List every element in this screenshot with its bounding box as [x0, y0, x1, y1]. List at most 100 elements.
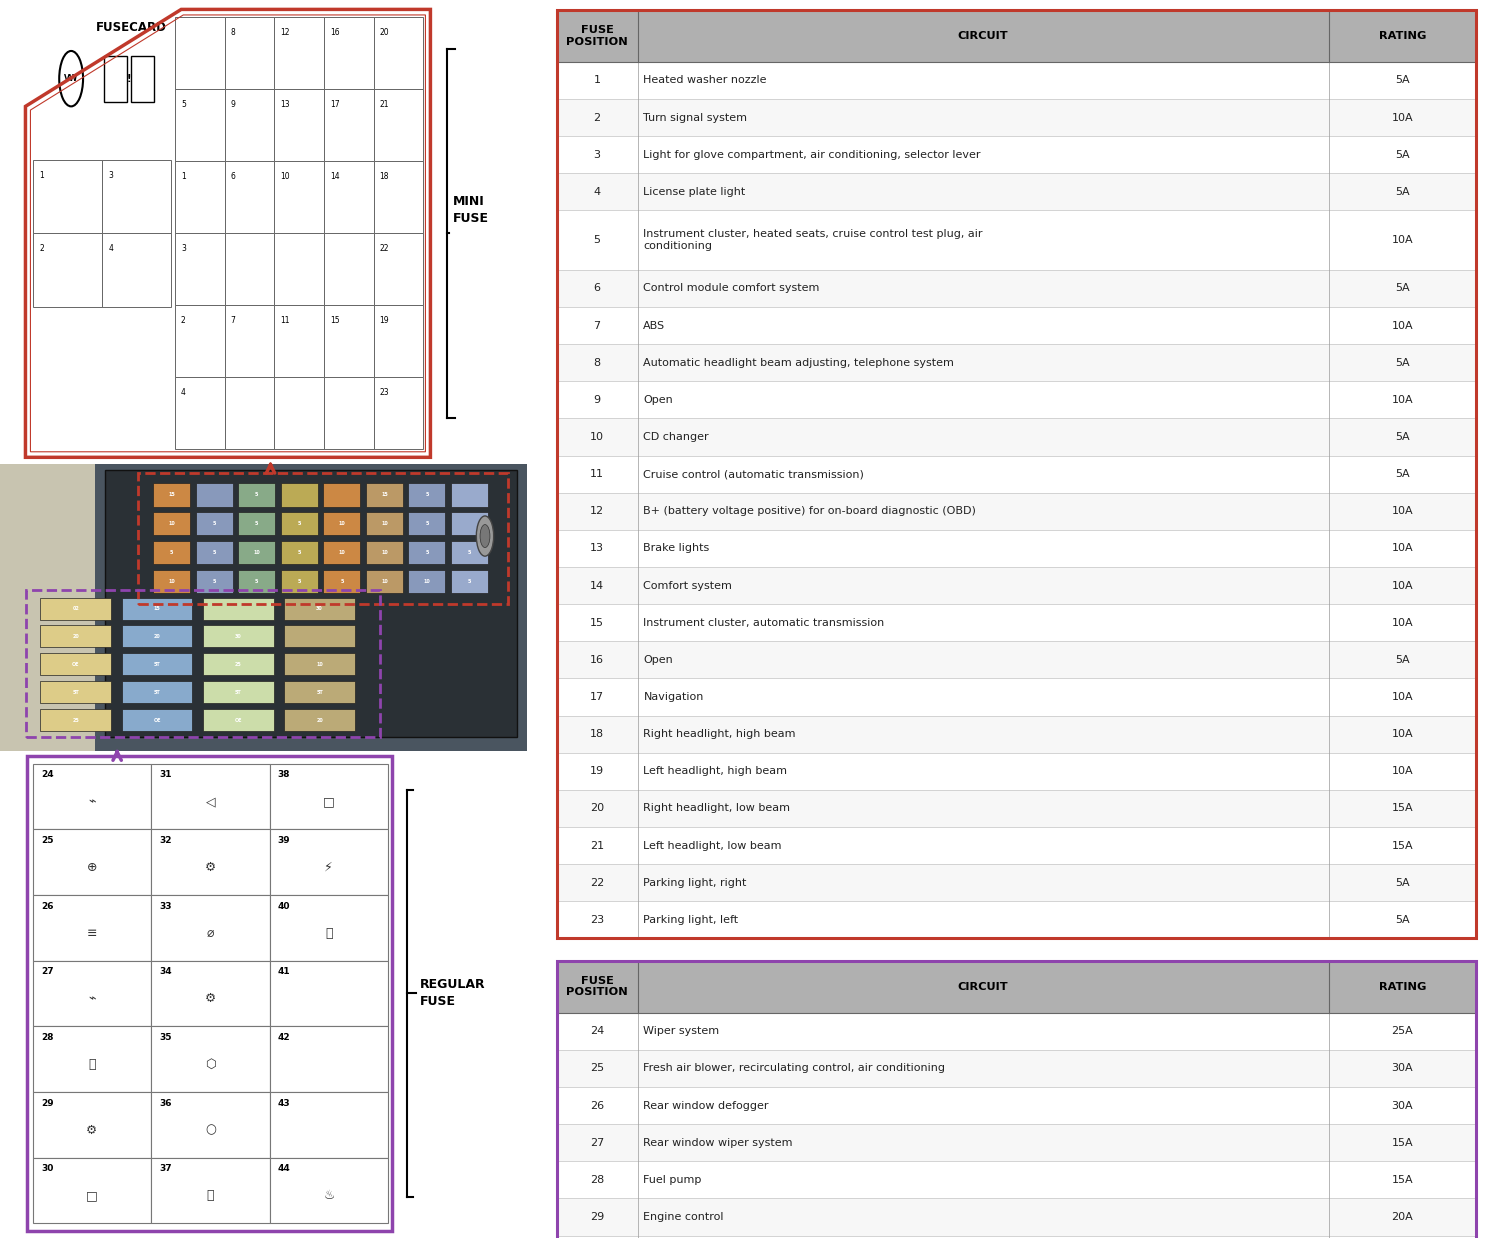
Bar: [324, 89, 374, 161]
Text: 15A: 15A: [1392, 1175, 1413, 1185]
Bar: [195, 541, 232, 565]
Text: 5: 5: [426, 521, 429, 526]
Text: 34: 34: [159, 967, 172, 977]
Text: 25A: 25A: [1392, 1026, 1413, 1036]
Bar: [270, 1026, 388, 1092]
Bar: [122, 598, 192, 619]
Text: 10: 10: [381, 550, 388, 555]
Text: 10: 10: [168, 521, 176, 526]
Bar: [40, 709, 111, 732]
Text: 31: 31: [159, 770, 172, 779]
Bar: [238, 483, 276, 506]
Text: 27: 27: [40, 967, 54, 977]
Bar: [556, 173, 1476, 210]
Text: 10: 10: [381, 579, 388, 584]
Bar: [556, 1161, 1476, 1198]
Text: License plate light: License plate light: [644, 187, 746, 197]
Text: 5A: 5A: [1395, 76, 1410, 85]
Text: 38: 38: [278, 770, 291, 779]
Text: Parking light, left: Parking light, left: [644, 915, 738, 925]
Text: 5A: 5A: [1395, 432, 1410, 442]
Text: 25: 25: [236, 662, 242, 667]
Text: 10A: 10A: [1392, 581, 1413, 591]
Bar: [274, 161, 324, 233]
Text: 8: 8: [231, 28, 236, 37]
Bar: [270, 1092, 388, 1158]
Bar: [556, 62, 1476, 99]
Text: 5: 5: [340, 579, 344, 584]
Text: ⚙: ⚙: [204, 992, 216, 1005]
Text: FUSE
POSITION: FUSE POSITION: [567, 976, 628, 998]
Bar: [556, 10, 1476, 62]
Bar: [225, 17, 274, 89]
Text: ⚙: ⚙: [204, 860, 216, 874]
Text: 32: 32: [159, 836, 172, 844]
Text: 10: 10: [339, 521, 345, 526]
Bar: [274, 17, 324, 89]
Text: 42: 42: [278, 1032, 291, 1042]
Text: 25: 25: [590, 1063, 604, 1073]
Text: CIRCUIT: CIRCUIT: [958, 982, 1008, 992]
Text: RATING: RATING: [1378, 982, 1426, 992]
Text: 10: 10: [280, 172, 290, 181]
Text: Heated washer nozzle: Heated washer nozzle: [644, 76, 766, 85]
Bar: [556, 716, 1476, 753]
Bar: [40, 625, 111, 647]
Text: 20: 20: [153, 634, 160, 639]
Bar: [280, 513, 318, 536]
Bar: [176, 17, 225, 89]
Text: 10: 10: [590, 432, 604, 442]
Text: Left headlight, low beam: Left headlight, low beam: [644, 841, 782, 851]
Bar: [102, 160, 171, 233]
Bar: [556, 530, 1476, 567]
Bar: [225, 378, 274, 449]
Bar: [556, 344, 1476, 381]
Text: Open: Open: [644, 655, 674, 665]
Text: 02: 02: [72, 607, 80, 612]
Text: 20: 20: [590, 803, 604, 813]
Bar: [40, 654, 111, 676]
Bar: [33, 1026, 152, 1092]
Bar: [238, 541, 276, 565]
Bar: [556, 270, 1476, 307]
Text: 28: 28: [40, 1032, 54, 1042]
Bar: [152, 961, 270, 1026]
Text: 10A: 10A: [1392, 506, 1413, 516]
Text: 5T: 5T: [153, 690, 160, 695]
Text: 12: 12: [280, 28, 290, 37]
Bar: [195, 513, 232, 536]
Bar: [270, 895, 388, 961]
Bar: [452, 513, 488, 536]
Bar: [366, 483, 404, 506]
Text: 5A: 5A: [1395, 358, 1410, 368]
Text: ⊕: ⊕: [87, 860, 98, 874]
Text: 10A: 10A: [1392, 618, 1413, 628]
Text: Rear window defogger: Rear window defogger: [644, 1101, 770, 1110]
Text: 14: 14: [590, 581, 604, 591]
Bar: [152, 764, 270, 829]
Text: 20: 20: [316, 718, 322, 723]
Text: 19: 19: [380, 316, 390, 326]
Text: 5A: 5A: [1395, 878, 1410, 888]
Bar: [324, 541, 360, 565]
Bar: [408, 541, 446, 565]
Text: 5: 5: [426, 493, 429, 498]
Bar: [556, 567, 1476, 604]
Text: 5: 5: [297, 579, 302, 584]
Bar: [556, 827, 1476, 864]
Circle shape: [477, 516, 494, 556]
Bar: [33, 895, 152, 961]
Text: 13: 13: [590, 543, 604, 553]
Bar: [556, 10, 1476, 938]
Text: □: □: [322, 795, 334, 808]
Bar: [556, 1198, 1476, 1236]
Bar: [374, 89, 423, 161]
Text: ≡: ≡: [87, 926, 98, 940]
Text: 5: 5: [255, 579, 258, 584]
Text: 10A: 10A: [1392, 692, 1413, 702]
Text: 5: 5: [213, 579, 216, 584]
Bar: [284, 625, 356, 647]
Text: 15: 15: [153, 607, 160, 612]
Text: Right headlight, high beam: Right headlight, high beam: [644, 729, 796, 739]
Text: Fresh air blower, recirculating control, air conditioning: Fresh air blower, recirculating control,…: [644, 1063, 945, 1073]
